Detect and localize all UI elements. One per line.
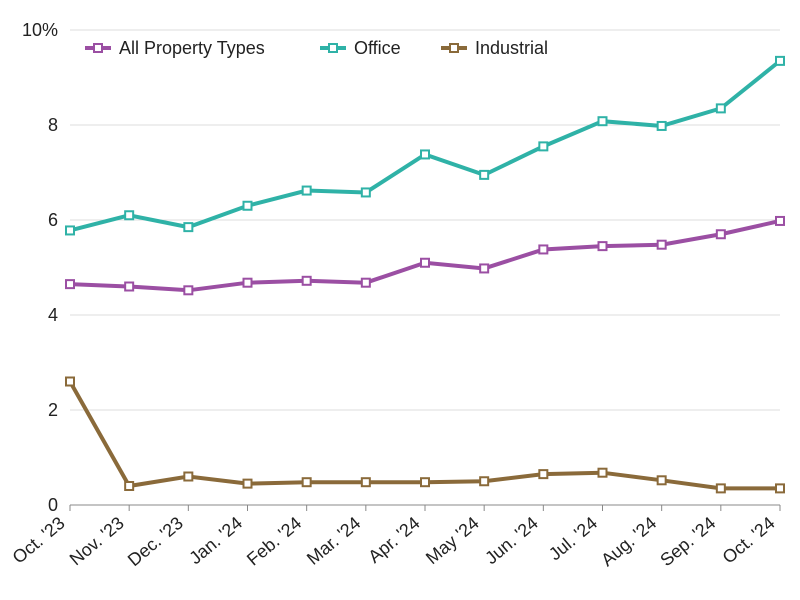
series-marker: [539, 245, 547, 253]
series-marker: [66, 280, 74, 288]
series-marker: [658, 241, 666, 249]
series-marker: [599, 117, 607, 125]
y-tick-label: 0: [48, 495, 58, 515]
series-marker: [421, 259, 429, 267]
series-marker: [480, 477, 488, 485]
series-marker: [362, 279, 370, 287]
y-tick-label: 8: [48, 115, 58, 135]
series-marker: [184, 286, 192, 294]
series-marker: [303, 277, 311, 285]
chart-svg: 0 2 4 6 8 10% Oct. '23Nov. '23Dec. '23Jan. '24…: [0, 0, 800, 600]
x-tick-label: Sep. '24: [656, 513, 719, 570]
legend-marker: [94, 44, 102, 52]
series-marker: [362, 188, 370, 196]
x-tick-label: Jun. '24: [481, 513, 542, 568]
y-tick-label: 10%: [22, 20, 58, 40]
series-marker: [776, 484, 784, 492]
series-line: [70, 221, 780, 290]
legend-label: Industrial: [475, 38, 548, 58]
series-marker: [539, 470, 547, 478]
series-marker: [480, 264, 488, 272]
legend-marker: [450, 44, 458, 52]
series-marker: [244, 202, 252, 210]
series-marker: [717, 230, 725, 238]
series-marker: [658, 122, 666, 130]
series-marker: [539, 142, 547, 150]
x-tick-label: Nov. '23: [66, 513, 128, 570]
x-tick-label: Oct. '23: [9, 513, 69, 568]
series-marker: [717, 484, 725, 492]
series-marker: [599, 469, 607, 477]
series-marker: [125, 211, 133, 219]
x-tick-label: Apr. '24: [364, 513, 423, 567]
series-marker: [362, 478, 370, 486]
series-marker: [599, 242, 607, 250]
series-marker: [244, 480, 252, 488]
series-marker: [125, 283, 133, 291]
y-tick-label: 6: [48, 210, 58, 230]
series-marker: [717, 104, 725, 112]
series-marker: [421, 478, 429, 486]
x-tick-label: Dec. '23: [124, 513, 187, 570]
x-tick-label: Mar. '24: [303, 513, 364, 569]
x-tick-label: May '24: [422, 513, 483, 568]
x-tick-label: Jan. '24: [185, 513, 246, 568]
series-marker: [303, 478, 311, 486]
x-tick-label: Aug. '24: [597, 513, 660, 570]
series-marker: [776, 57, 784, 65]
x-tick-label: Jul. '24: [545, 513, 601, 565]
y-tick-label: 2: [48, 400, 58, 420]
legend-marker: [329, 44, 337, 52]
series-line: [70, 382, 780, 489]
series-marker: [480, 171, 488, 179]
series-marker: [776, 217, 784, 225]
series-marker: [244, 279, 252, 287]
series-marker: [66, 226, 74, 234]
x-tick-label: Oct. '24: [719, 513, 779, 568]
legend-label: All Property Types: [119, 38, 265, 58]
series-marker: [125, 482, 133, 490]
y-tick-label: 4: [48, 305, 58, 325]
series-marker: [303, 187, 311, 195]
series-marker: [184, 223, 192, 231]
series-marker: [421, 150, 429, 158]
x-tick-label: Feb. '24: [243, 513, 305, 570]
series-line: [70, 61, 780, 231]
legend-label: Office: [354, 38, 401, 58]
series-marker: [658, 476, 666, 484]
series-marker: [184, 473, 192, 481]
line-chart: 0 2 4 6 8 10% Oct. '23Nov. '23Dec. '23Jan. '24…: [0, 0, 800, 600]
series-marker: [66, 378, 74, 386]
